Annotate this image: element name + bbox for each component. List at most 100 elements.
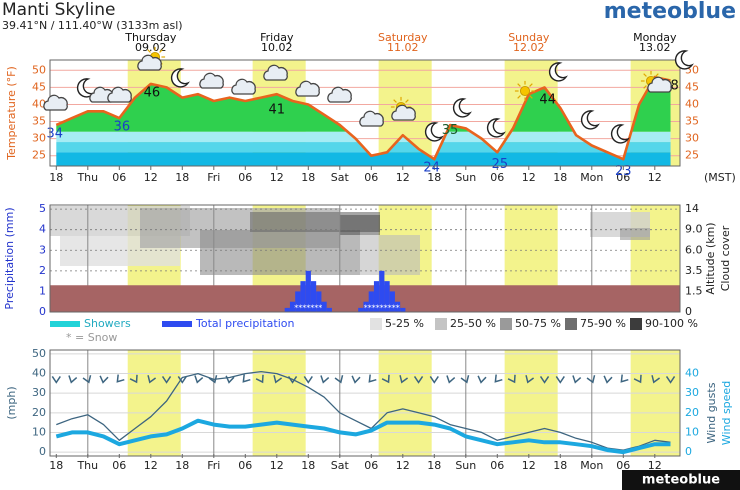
cloud-legend-label: 90-100 % — [645, 317, 698, 330]
precip-bar — [295, 291, 301, 312]
x-tick-label: 12 — [522, 459, 536, 472]
x-tick-label: 06 — [238, 171, 252, 184]
panel-border — [49, 204, 681, 313]
y-tick-label: 10 — [32, 425, 46, 438]
x-tick-label: 12 — [648, 459, 662, 472]
y-tick-label: 50 — [32, 347, 46, 360]
wind-direction — [116, 374, 125, 383]
wind-direction — [586, 375, 596, 384]
precip-bar — [300, 281, 306, 312]
wind-direction — [651, 375, 661, 384]
wind-direction — [665, 376, 676, 384]
wind-direction — [194, 375, 204, 384]
y2-tick-label: 0 — [685, 445, 692, 458]
wind-direction — [368, 374, 377, 383]
cloud-cover — [50, 206, 650, 275]
snow-mark: ******* — [294, 304, 322, 313]
wind-direction — [413, 376, 424, 384]
x-tick-label: 12 — [270, 459, 284, 472]
x-tick-label: 18 — [49, 171, 63, 184]
y-tick-label: 40 — [32, 97, 46, 110]
cloud-area — [620, 228, 650, 240]
y-tick-label: 40 — [32, 367, 46, 380]
y-tick-label: 20 — [32, 406, 46, 419]
daylight — [252, 350, 306, 456]
day-date: 09.02 — [135, 41, 167, 54]
y2-tick-label: 30 — [685, 132, 699, 145]
day-date: 10.02 — [261, 41, 293, 54]
precip-bar — [284, 307, 290, 312]
wind-direction — [555, 376, 565, 384]
x-tick-label: 06 — [616, 171, 630, 184]
x-tick-label: 18 — [301, 459, 315, 472]
brand-logo: meteoblue — [604, 0, 736, 24]
y2-tick-label: 40 — [685, 367, 699, 380]
day-date: 11.02 — [387, 41, 419, 54]
axis-title: Altitude (km) — [704, 222, 717, 294]
snow-note: * = Snow — [66, 331, 117, 344]
wind-direction — [177, 376, 187, 384]
panel-border — [49, 349, 681, 457]
cloud-swatch — [435, 318, 447, 330]
x-tick-label: Mon — [580, 459, 603, 472]
icon-cloud — [137, 54, 162, 71]
y2-tick-label: 0 — [685, 305, 692, 318]
x-tick-label: Sat — [331, 171, 350, 184]
day-name: Thursday — [124, 31, 177, 44]
cloud-legend-label: 50-75 % — [515, 317, 561, 330]
x-tick-label: 06 — [364, 171, 378, 184]
cloud-swatch — [630, 318, 642, 330]
timezone: (MST) — [704, 171, 736, 184]
wind-direction — [525, 375, 535, 384]
precip-bar — [358, 307, 364, 312]
wind-direction — [320, 375, 330, 384]
x-tick-label: 06 — [616, 459, 630, 472]
x-tick-label: Mon — [580, 171, 603, 184]
x-tick-label: 06 — [364, 459, 378, 472]
wind-direction — [460, 375, 470, 384]
x-tick-label: 12 — [144, 171, 158, 184]
x-tick-label: Sun — [455, 171, 476, 184]
location: 39.41°N / 111.40°W (3133m asl) — [2, 19, 183, 32]
wind-direction — [494, 374, 503, 383]
wind-direction — [303, 376, 313, 384]
wind-direction — [68, 375, 78, 384]
wind-direction — [539, 376, 550, 384]
wind-line — [56, 370, 671, 451]
day-date: 12.02 — [513, 41, 545, 54]
precip-bar — [305, 270, 311, 312]
y2-tick-label: 9.0 — [685, 223, 703, 236]
extreme-label: 34 — [46, 126, 63, 141]
wind-direction — [273, 375, 283, 384]
day-name: Monday — [633, 31, 677, 44]
wind-direction — [429, 376, 439, 384]
daylight — [378, 350, 432, 456]
wind-direction — [620, 374, 629, 383]
precip-bar — [400, 307, 406, 312]
wind-direction — [572, 375, 582, 384]
daylight — [504, 350, 558, 456]
x-tick-label: Sun — [455, 459, 476, 472]
extreme-label: 41 — [269, 103, 286, 118]
y-tick-label: 35 — [32, 115, 46, 128]
y-tick-label: 25 — [32, 149, 46, 162]
day-name: Saturday — [378, 31, 428, 44]
precip-bar — [373, 281, 380, 312]
x-tick-label: 12 — [270, 171, 284, 184]
wind-direction — [208, 375, 218, 384]
y2-tick-label: 20 — [685, 406, 699, 419]
wind-line — [55, 418, 671, 455]
cloud-swatch — [370, 318, 382, 330]
footer-box — [622, 470, 740, 490]
y2-tick-label: 14 — [685, 202, 699, 215]
x-tick-label: 18 — [175, 171, 189, 184]
extreme-label: 23 — [615, 164, 632, 179]
x-tick-label: 12 — [396, 459, 410, 472]
wind-direction — [603, 375, 613, 384]
foreground-layer: Thursday09.02Friday10.02Saturday11.02Sun… — [3, 31, 736, 472]
y2-tick-label: 3.5 — [685, 264, 703, 277]
cloud-area — [200, 230, 360, 275]
y2-tick-label: 25 — [685, 149, 699, 162]
x-tick-label: Fri — [207, 459, 220, 472]
